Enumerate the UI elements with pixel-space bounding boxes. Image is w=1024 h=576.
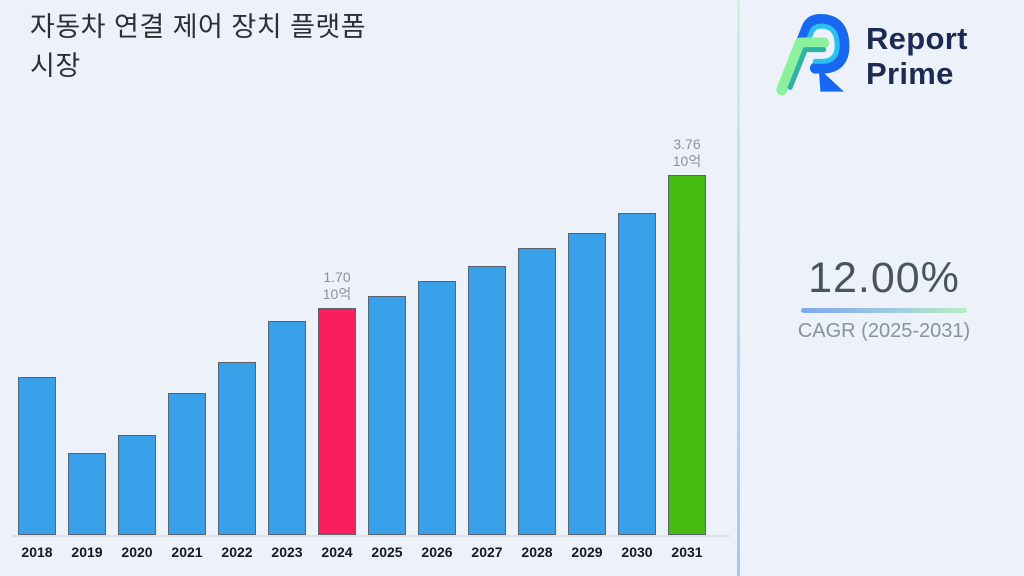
- bar-column-2030: 2030: [618, 213, 656, 561]
- x-tick-2021: 2021: [171, 544, 203, 560]
- bar-2020: [118, 435, 156, 535]
- bar-2029: [568, 233, 606, 535]
- bar-2018: [18, 377, 56, 535]
- x-tick-2028: 2028: [521, 544, 553, 560]
- x-tick-2026: 2026: [421, 544, 453, 560]
- bar-2028: [518, 248, 556, 535]
- cagr-stat-block: 12.00% CAGR (2025-2031): [788, 254, 980, 343]
- page-title: 자동차 연결 제어 장치 플랫폼 시장: [30, 8, 550, 86]
- cagr-value: 12.00%: [808, 254, 960, 302]
- x-tick-2018: 2018: [21, 544, 53, 560]
- x-axis-line: [12, 535, 730, 537]
- bar-2025: [368, 296, 406, 535]
- bar-column-2019: 2019: [68, 453, 106, 561]
- bar-value-label-2024: 1.70 10억: [322, 269, 352, 302]
- x-tick-2019: 2019: [71, 544, 103, 560]
- logo-text-line1: Report: [866, 20, 968, 56]
- bar-column-2027: 2027: [468, 266, 506, 561]
- bar-2023: [268, 321, 306, 535]
- bar-2030: [618, 213, 656, 535]
- bar-column-2023: 2023: [268, 321, 306, 561]
- bar-column-2029: 2029: [568, 233, 606, 561]
- bar-2026: [418, 281, 456, 535]
- bar-value-label-2031: 3.76 10억: [672, 136, 702, 169]
- x-tick-2025: 2025: [371, 544, 403, 560]
- logo-text-line2: Prime: [866, 55, 954, 91]
- x-tick-2024: 2024: [321, 544, 353, 560]
- bar-chart: 2018 2019 2020 2021 2022 2023 1.70 10억 2024 2025 2…: [18, 136, 706, 561]
- bar-column-2028: 2028: [518, 248, 556, 561]
- x-tick-2027: 2027: [471, 544, 503, 560]
- cagr-label: CAGR (2025-2031): [797, 320, 971, 342]
- bar-column-2024: 1.70 10억 2024: [318, 269, 356, 561]
- x-tick-2031: 2031: [671, 544, 703, 560]
- x-tick-2020: 2020: [121, 544, 153, 560]
- cagr-underline: [801, 308, 967, 313]
- x-tick-2030: 2030: [621, 544, 653, 560]
- bar-2021: [168, 393, 206, 535]
- bar-2024: [318, 308, 356, 535]
- bar-2019: [68, 453, 106, 535]
- report-prime-logo-icon: [770, 8, 854, 103]
- x-tick-2029: 2029: [571, 544, 603, 560]
- bar-2031: [668, 175, 706, 535]
- page-title-line1: 자동차 연결 제어 장치 플랫폼: [30, 12, 367, 42]
- bar-column-2025: 2025: [368, 296, 406, 561]
- bar-column-2022: 2022: [218, 362, 256, 561]
- bar-column-2031: 3.76 10억 2031: [668, 136, 706, 561]
- x-tick-2022: 2022: [221, 544, 253, 560]
- bar-2022: [218, 362, 256, 535]
- bar-2027: [468, 266, 506, 535]
- report-prime-logo: Report Prime: [770, 8, 968, 103]
- report-prime-logo-text: Report Prime: [866, 21, 968, 91]
- bar-column-2026: 2026: [418, 281, 456, 561]
- x-tick-2023: 2023: [271, 544, 303, 560]
- bar-column-2018: 2018: [18, 377, 56, 561]
- bar-column-2021: 2021: [168, 393, 206, 561]
- vertical-divider: [737, 0, 740, 576]
- page-title-line2: 시장: [30, 51, 81, 81]
- bar-column-2020: 2020: [118, 435, 156, 561]
